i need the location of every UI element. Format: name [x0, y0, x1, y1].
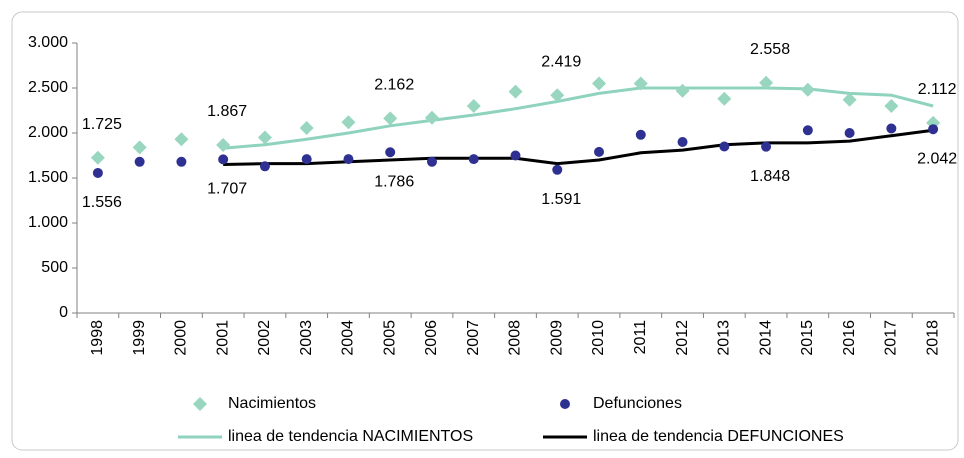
data-label: 1.556: [82, 194, 122, 211]
circle-marker: [426, 156, 437, 167]
x-tick-label: 2012: [674, 320, 691, 356]
y-tick-label: 2.000: [28, 124, 68, 141]
y-tick-label: 2.500: [28, 79, 68, 96]
x-tick-label: 1999: [131, 320, 148, 356]
x-tick-label: 2002: [256, 320, 273, 356]
diamond-marker: [592, 76, 607, 91]
circle-marker: [886, 123, 897, 134]
circle-marker: [594, 146, 605, 157]
data-label: 2.558: [750, 41, 790, 58]
x-tick-label: 1998: [89, 320, 106, 356]
circle-marker: [468, 154, 479, 165]
diamond-marker: [257, 130, 272, 145]
y-tick-label: 0: [59, 304, 68, 321]
circle-marker: [176, 156, 187, 167]
circle-marker: [385, 147, 396, 158]
y-tick-label: 3.000: [28, 34, 68, 51]
circle-marker: [301, 154, 312, 165]
x-tick-label: 2008: [507, 320, 524, 356]
x-tick-label: 2006: [423, 320, 440, 356]
x-tick-label: 2010: [590, 320, 607, 356]
legend-label: linea de tendencia NACIMIENTOS: [228, 428, 473, 445]
data-label: 1.725: [82, 116, 122, 133]
legend-marker: [193, 397, 207, 411]
diamond-marker: [884, 99, 899, 113]
x-tick-label: 2015: [799, 320, 816, 356]
x-tick-label: 2009: [548, 320, 565, 356]
diamond-marker: [299, 121, 314, 136]
x-tick-label: 2001: [214, 320, 231, 356]
data-label: 1.867: [207, 103, 247, 120]
circle-marker: [677, 137, 688, 147]
chart-frame: [11, 11, 959, 451]
trend-line: [223, 86, 934, 150]
circle-marker: [259, 161, 270, 172]
diamond-marker: [633, 76, 648, 91]
legend-label: linea de tendencia DEFUNCIONES: [593, 428, 844, 445]
diamond-marker: [341, 115, 356, 130]
x-tick-label: 2018: [924, 320, 941, 356]
circle-marker: [719, 141, 730, 152]
x-tick-label: 2014: [757, 320, 774, 356]
diamond-marker: [383, 111, 398, 126]
x-tick-label: 2016: [841, 320, 858, 356]
circle-marker: [761, 141, 772, 152]
x-tick-label: 2003: [298, 320, 315, 356]
y-tick-label: 1.000: [28, 214, 68, 231]
data-label: 2.042: [917, 150, 957, 167]
circle-marker: [92, 167, 103, 178]
data-label: 1.848: [750, 168, 790, 185]
circle-marker: [928, 124, 939, 135]
x-tick-label: 2007: [465, 320, 482, 356]
circle-marker: [802, 125, 813, 136]
legend-marker: [560, 399, 570, 409]
data-label: 2.112: [918, 81, 957, 98]
diamond-marker: [550, 88, 565, 103]
x-tick-label: 2005: [381, 320, 398, 356]
circle-marker: [635, 129, 646, 140]
x-tick-label: 2004: [340, 320, 357, 356]
circle-marker: [844, 128, 855, 138]
y-tick-label: 500: [41, 259, 68, 276]
x-tick-label: 2000: [173, 320, 190, 356]
x-tick-label: 2017: [883, 320, 900, 356]
circle-marker: [218, 154, 229, 165]
circle-marker: [134, 156, 145, 167]
data-label: 1.591: [541, 191, 581, 208]
x-tick-label: 2011: [632, 320, 649, 355]
data-label: 1.707: [207, 181, 247, 198]
circle-marker: [552, 164, 563, 175]
diamond-marker: [675, 83, 690, 98]
diamond-marker: [842, 92, 857, 107]
y-tick-label: 1.500: [28, 169, 68, 186]
circle-marker: [343, 154, 354, 165]
diamond-marker: [717, 91, 732, 106]
diamond-marker: [90, 150, 105, 165]
diamond-marker: [424, 110, 439, 125]
diamond-marker: [759, 75, 774, 90]
data-label: 1.786: [374, 173, 414, 190]
circle-marker: [510, 150, 521, 161]
legend-label: Defunciones: [593, 395, 682, 412]
data-label: 2.419: [541, 54, 581, 71]
diamond-marker: [174, 132, 189, 147]
legend-label: Nacimientos: [228, 395, 316, 412]
data-label: 2.162: [374, 77, 414, 94]
diamond-marker: [466, 99, 481, 113]
diamond-marker: [132, 140, 147, 155]
diamond-marker: [508, 84, 523, 99]
trend-line: [223, 128, 934, 166]
diamond-marker: [800, 82, 815, 97]
x-tick-label: 2013: [716, 320, 733, 356]
diamond-marker: [216, 137, 231, 152]
